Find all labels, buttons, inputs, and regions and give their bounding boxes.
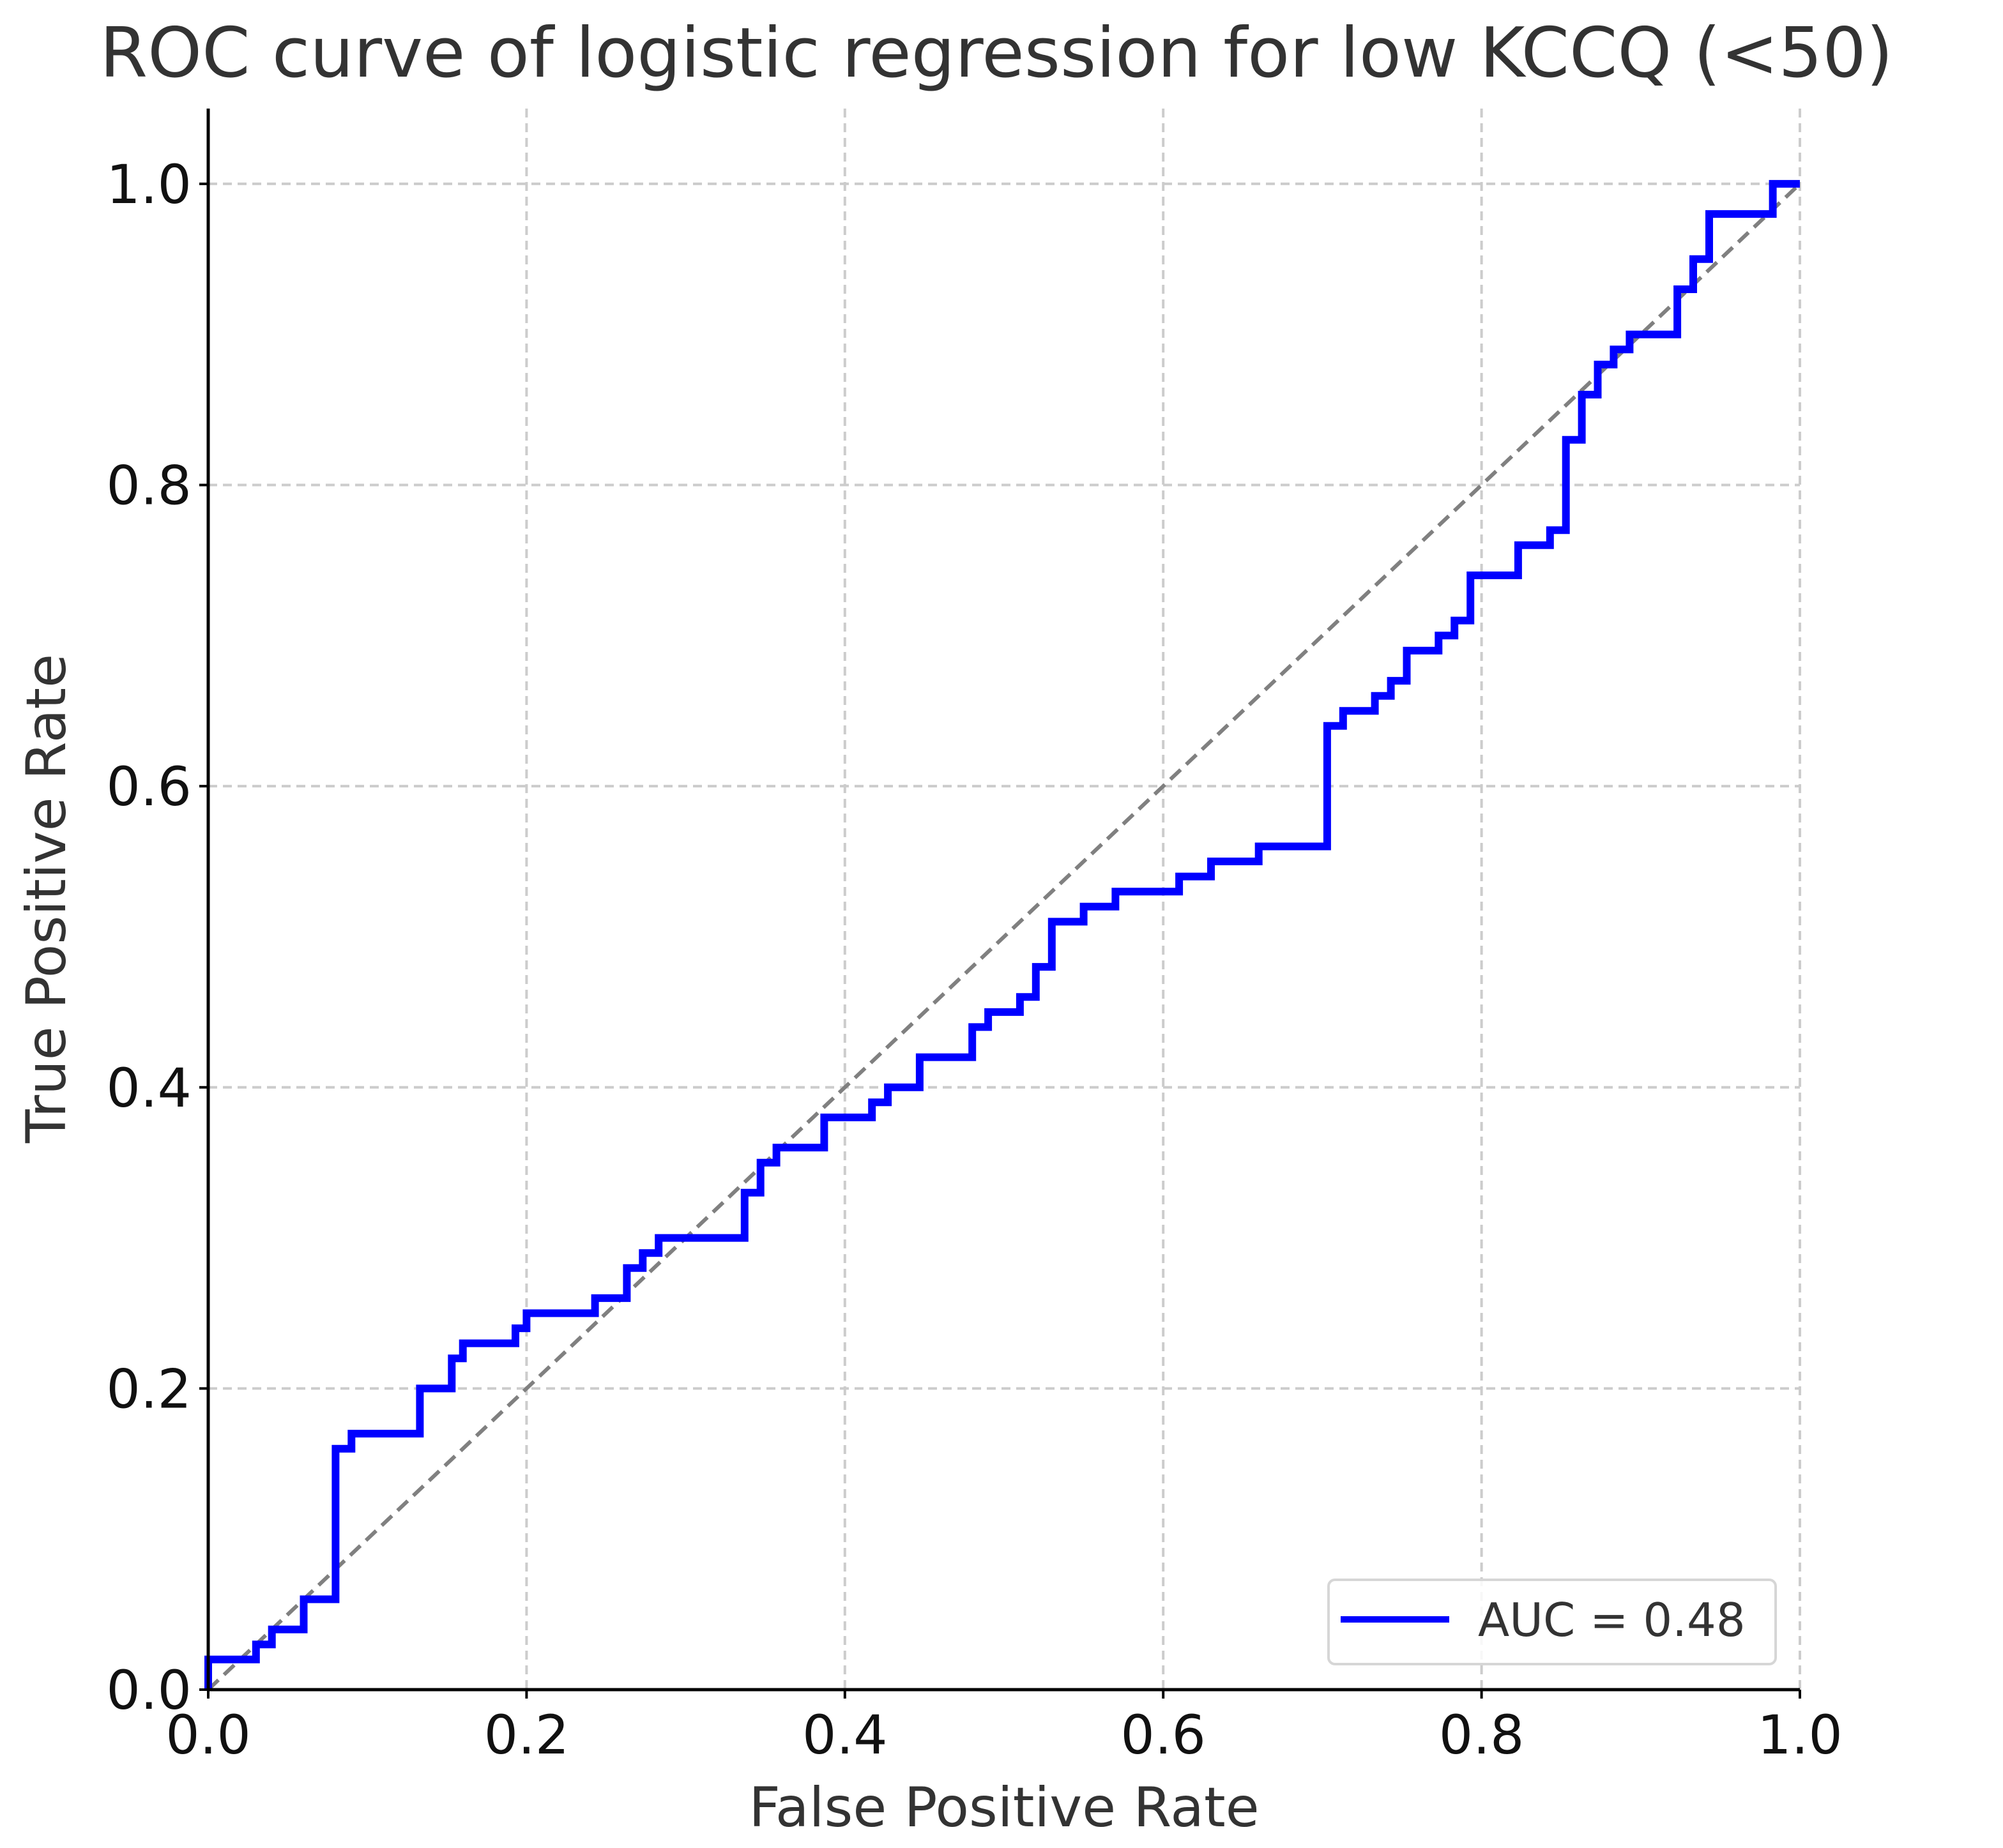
x-tick-label: 0.2 bbox=[484, 1704, 570, 1766]
x-axis-label: False Positive Rate bbox=[749, 1776, 1259, 1840]
roc-curve-line bbox=[204, 179, 1800, 1690]
y-axis-label: True Positive Rate bbox=[15, 654, 79, 1144]
grid bbox=[207, 109, 1801, 1691]
y-tick-label: 0.8 bbox=[106, 455, 192, 517]
legend-label: AUC = 0.48 bbox=[1478, 1593, 1746, 1647]
legend-frame bbox=[1327, 1579, 1777, 1665]
axes bbox=[199, 109, 1801, 1699]
plot-area bbox=[204, 179, 1802, 1692]
y-tick-label: 0.6 bbox=[106, 755, 192, 818]
y-tick-label: 0.2 bbox=[106, 1358, 192, 1420]
y-tick-label: 1.0 bbox=[106, 153, 192, 216]
y-tick-label: 0.0 bbox=[106, 1659, 192, 1722]
x-tick-label: 1.0 bbox=[1757, 1704, 1843, 1766]
x-tick-label: 0.0 bbox=[165, 1704, 251, 1766]
tick-labels: 0.0 0.2 0.4 0.6 0.8 1.0 0.0 0.2 0.4 0.6 0.8 1.0 bbox=[106, 153, 1842, 1766]
legend: AUC = 0.48 bbox=[1327, 1579, 1777, 1665]
x-tick-label: 0.6 bbox=[1120, 1704, 1206, 1766]
x-tick-label: 0.8 bbox=[1439, 1704, 1525, 1766]
x-tick-label: 0.4 bbox=[802, 1704, 888, 1766]
chance-diagonal-line bbox=[206, 182, 1802, 1692]
y-tick-label: 0.4 bbox=[106, 1057, 192, 1119]
chart-title: ROC curve of logistic regression for low… bbox=[100, 13, 1893, 93]
